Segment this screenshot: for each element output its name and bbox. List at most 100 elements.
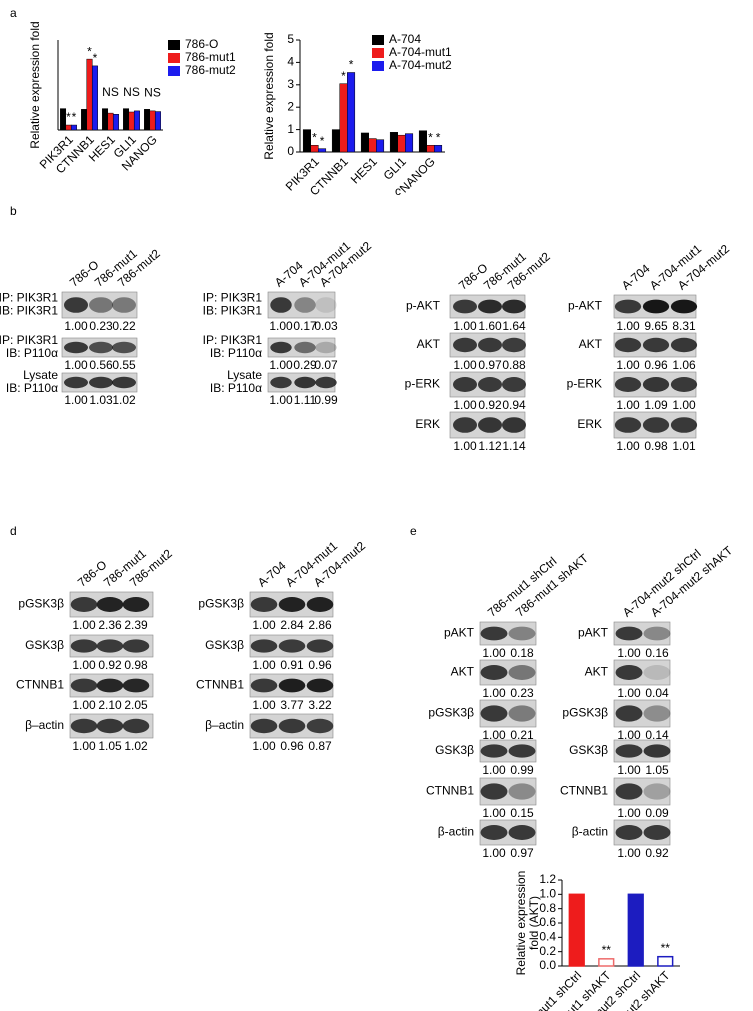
- band-quantification: 0.23: [89, 319, 113, 333]
- blot-band: [64, 341, 88, 354]
- bar: [389, 132, 398, 153]
- blot-band: [670, 337, 698, 353]
- band-quantification: 3.22: [308, 698, 332, 712]
- band-quantification: 1.09: [644, 398, 668, 412]
- row-label: Lysate: [227, 368, 262, 382]
- band-quantification: 1.00: [482, 686, 506, 700]
- blot-band: [453, 299, 477, 314]
- bar: [568, 893, 585, 967]
- blot-band: [122, 639, 150, 653]
- row-label: AKT: [585, 665, 609, 679]
- blot-band: [478, 377, 502, 392]
- band-quantification: 0.97: [478, 358, 502, 372]
- row-label: pAKT: [578, 626, 609, 640]
- significance-mark: *: [436, 130, 441, 144]
- band-quantification: 1.00: [64, 393, 88, 407]
- y-tick-label: 1.2: [539, 872, 556, 886]
- y-tick-label: 0: [287, 144, 294, 158]
- row-label: GSK3β: [205, 638, 244, 652]
- row-label: IB: P110α: [6, 346, 58, 360]
- band-quantification: 1.00: [482, 646, 506, 660]
- lane-label: A-704: [619, 261, 653, 293]
- blot-band: [250, 678, 278, 693]
- bar: [112, 114, 119, 131]
- significance-mark: *: [341, 69, 346, 83]
- row-label: p-AKT: [568, 299, 603, 313]
- band-quantification: 1.00: [617, 846, 641, 860]
- blot-band: [315, 341, 337, 354]
- band-quantification: 1.00: [617, 806, 641, 820]
- band-quantification: 2.86: [308, 618, 332, 632]
- band-quantification: 0.99: [510, 763, 534, 777]
- band-quantification: 1.02: [112, 393, 136, 407]
- legend-swatch: [168, 66, 180, 76]
- bar: [434, 145, 443, 153]
- panel-label: e: [410, 524, 417, 538]
- blot-band: [453, 377, 477, 392]
- band-quantification: 0.16: [645, 646, 669, 660]
- panel-label: a: [10, 6, 17, 20]
- row-label: pGSK3β: [562, 706, 608, 720]
- bar: [339, 83, 348, 153]
- blot-band: [89, 376, 113, 389]
- blot-band: [478, 299, 502, 314]
- band-quantification: 0.87: [308, 739, 332, 753]
- row-label: pGSK3β: [18, 597, 64, 611]
- bar: [133, 110, 140, 131]
- bar: [418, 130, 427, 153]
- blot-band: [643, 626, 671, 641]
- band-quantification: 0.96: [308, 658, 332, 672]
- band-quantification: 0.91: [280, 658, 304, 672]
- band-quantification: 1.00: [72, 658, 96, 672]
- blot-band: [70, 639, 98, 653]
- band-quantification: 2.10: [98, 698, 122, 712]
- blot-band: [294, 341, 316, 354]
- row-label: CTNNB1: [16, 678, 64, 692]
- row-label: IP: PIK3R1: [203, 291, 263, 305]
- panel-label: d: [10, 524, 17, 538]
- row-label: pGSK3β: [428, 706, 474, 720]
- row-label: CTNNB1: [426, 784, 474, 798]
- bar: [376, 139, 385, 153]
- blot-band: [306, 639, 334, 653]
- blot-band: [294, 297, 316, 313]
- band-quantification: 1.00: [453, 439, 477, 453]
- blot-band: [480, 825, 508, 840]
- blot-band: [64, 297, 88, 313]
- band-quantification: 1.00: [252, 698, 276, 712]
- band-quantification: 1.00: [617, 728, 641, 742]
- blot-band: [122, 597, 150, 612]
- blot-band: [306, 597, 334, 612]
- band-quantification: 0.07: [314, 358, 338, 372]
- band-quantification: 1.05: [98, 739, 122, 753]
- blot-band: [453, 337, 477, 353]
- row-label: CTNNB1: [196, 678, 244, 692]
- band-quantification: 1.00: [252, 739, 276, 753]
- bar: [154, 111, 161, 131]
- blot-band: [642, 337, 670, 353]
- blot-band: [643, 665, 671, 680]
- bar: [360, 132, 369, 153]
- blot-band: [122, 678, 150, 693]
- blot-band: [615, 783, 643, 800]
- blot-band: [96, 678, 124, 693]
- blot-band: [70, 597, 98, 612]
- row-label: AKT: [417, 337, 441, 351]
- band-quantification: 1.12: [478, 439, 502, 453]
- significance-mark: *: [349, 58, 354, 72]
- row-label: GSK3β: [435, 743, 474, 757]
- blot-band: [642, 377, 670, 392]
- band-quantification: 1.00: [617, 686, 641, 700]
- y-tick-label: 1: [287, 122, 294, 136]
- band-quantification: 3.77: [280, 698, 304, 712]
- y-tick-label: 4: [287, 55, 294, 69]
- significance-mark: *: [87, 44, 92, 58]
- band-quantification: 0.56: [89, 358, 113, 372]
- row-label: p-AKT: [406, 299, 441, 313]
- band-quantification: 0.96: [280, 739, 304, 753]
- blot-band: [480, 744, 508, 758]
- band-quantification: 1.00: [482, 846, 506, 860]
- band-quantification: 1.00: [617, 646, 641, 660]
- blot-band: [70, 718, 98, 734]
- blot-band: [615, 665, 643, 680]
